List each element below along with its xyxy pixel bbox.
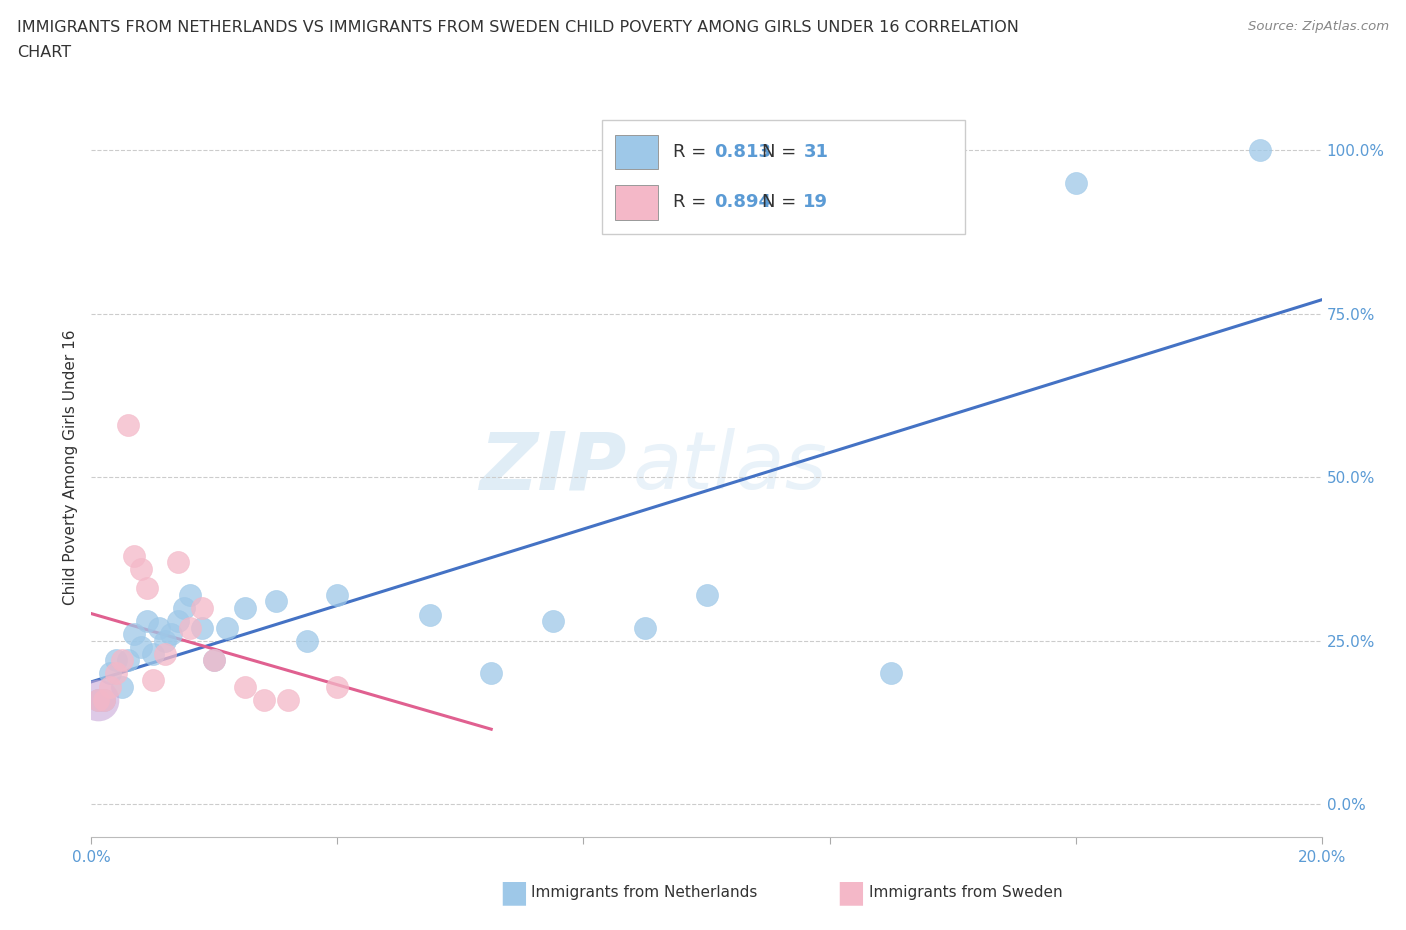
Point [105, 666, 127, 681]
Point [129, 640, 152, 655]
Point [98, 679, 121, 694]
Point [111, 653, 134, 668]
Point [135, 581, 157, 596]
Point [1249, 142, 1271, 157]
Text: 0.894: 0.894 [714, 193, 772, 211]
Point [124, 627, 146, 642]
Point [202, 653, 225, 668]
Point [135, 614, 157, 629]
Point [233, 601, 256, 616]
Point [105, 653, 127, 668]
FancyBboxPatch shape [602, 120, 965, 234]
Point [634, 620, 657, 635]
Point [166, 614, 188, 629]
FancyBboxPatch shape [614, 185, 658, 219]
Point [696, 588, 718, 603]
Point [419, 607, 441, 622]
Point [880, 666, 903, 681]
FancyBboxPatch shape [614, 135, 658, 169]
Text: N =: N = [762, 143, 801, 161]
Point [202, 653, 225, 668]
Text: 31: 31 [803, 143, 828, 161]
Point [326, 588, 349, 603]
Point [179, 620, 201, 635]
Y-axis label: Child Poverty Among Girls Under 16: Child Poverty Among Girls Under 16 [63, 329, 79, 605]
Point [1064, 175, 1087, 190]
Point [173, 601, 195, 616]
Text: R =: R = [672, 193, 711, 211]
Point [326, 679, 349, 694]
Point [253, 692, 276, 707]
Text: atlas: atlas [633, 429, 828, 506]
Point [148, 620, 170, 635]
Point [215, 620, 238, 635]
Point [191, 601, 214, 616]
Point [142, 672, 165, 687]
Point [111, 679, 134, 694]
Text: Immigrants from Netherlands: Immigrants from Netherlands [531, 885, 758, 900]
Point [153, 646, 177, 661]
Point [541, 614, 564, 629]
Point [191, 620, 214, 635]
Point [160, 627, 183, 642]
Point [93, 692, 115, 707]
Text: 0.813: 0.813 [714, 143, 772, 161]
Point [166, 555, 188, 570]
Text: R =: R = [672, 143, 711, 161]
Text: Source: ZipAtlas.com: Source: ZipAtlas.com [1249, 20, 1389, 33]
Point [117, 418, 139, 432]
Text: CHART: CHART [17, 45, 70, 60]
Point [264, 594, 287, 609]
Point [277, 692, 299, 707]
Text: IMMIGRANTS FROM NETHERLANDS VS IMMIGRANTS FROM SWEDEN CHILD POVERTY AMONG GIRLS : IMMIGRANTS FROM NETHERLANDS VS IMMIGRANT… [17, 20, 1019, 35]
Point [98, 666, 121, 681]
Point [479, 666, 502, 681]
Point [295, 633, 318, 648]
Text: Immigrants from Sweden: Immigrants from Sweden [869, 885, 1063, 900]
Point [142, 646, 165, 661]
Point [153, 633, 177, 648]
Point [117, 653, 139, 668]
Text: ZIP: ZIP [479, 429, 627, 506]
Point [93, 692, 115, 707]
Text: ■: ■ [499, 878, 527, 908]
Point [129, 562, 152, 577]
Text: 19: 19 [803, 193, 828, 211]
Text: ■: ■ [837, 878, 865, 908]
Point [124, 548, 146, 563]
Point [86, 692, 108, 707]
Point [86, 692, 108, 707]
Point [86, 692, 108, 707]
Text: N =: N = [762, 193, 801, 211]
Point [233, 679, 256, 694]
Point [179, 588, 201, 603]
